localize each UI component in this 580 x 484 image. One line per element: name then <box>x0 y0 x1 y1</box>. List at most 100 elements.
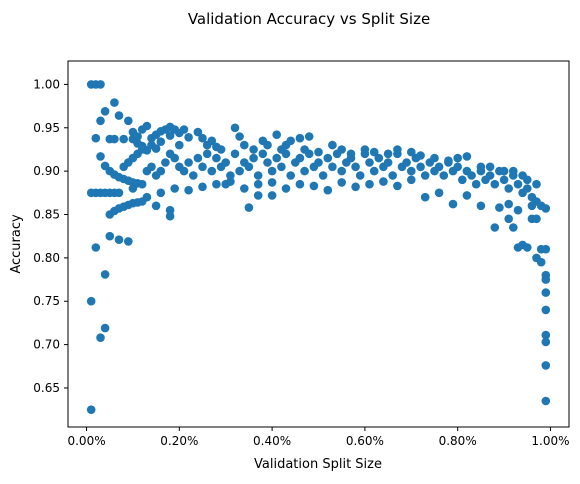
data-point <box>504 199 513 209</box>
data-point <box>430 153 439 163</box>
data-point <box>105 231 115 241</box>
y-axis-label: Accuracy <box>9 214 24 274</box>
x-tick-label: 1.00% <box>531 434 569 448</box>
data-point <box>467 171 476 180</box>
data-point <box>230 149 240 159</box>
x-tick-label: 0.80% <box>439 434 477 448</box>
data-point <box>485 162 495 172</box>
data-point <box>453 153 463 163</box>
data-point <box>458 175 467 185</box>
data-point <box>263 158 272 167</box>
data-point <box>244 203 254 212</box>
y-tick-label: 0.95 <box>33 121 60 135</box>
data-point <box>295 153 305 163</box>
data-point <box>272 153 282 163</box>
data-point <box>235 166 244 176</box>
data-point <box>253 179 263 189</box>
data-point <box>393 145 402 154</box>
data-point <box>541 396 551 406</box>
data-point <box>318 171 328 180</box>
data-point <box>96 116 105 126</box>
chart-title: Validation Accuracy vs Split Size <box>188 10 430 28</box>
data-point <box>351 182 360 192</box>
data-point <box>346 149 356 159</box>
data-point <box>198 162 207 172</box>
data-point <box>513 179 523 189</box>
data-point <box>337 145 347 154</box>
data-point <box>179 125 189 134</box>
data-point <box>91 243 101 252</box>
data-point <box>156 166 166 176</box>
data-point <box>541 330 551 340</box>
data-point <box>142 192 152 202</box>
data-point <box>207 166 217 176</box>
x-tick-label: 0.40% <box>253 434 291 448</box>
data-point <box>379 177 388 186</box>
data-point <box>133 132 142 141</box>
data-point <box>124 237 133 246</box>
points-layer <box>86 80 551 415</box>
data-point <box>286 136 296 146</box>
data-point <box>462 191 472 200</box>
data-point <box>300 145 309 154</box>
data-point <box>337 178 347 187</box>
data-point <box>137 145 147 154</box>
data-point <box>184 133 193 142</box>
data-point <box>309 181 319 191</box>
data-point <box>249 153 258 163</box>
data-point <box>453 162 463 172</box>
data-point <box>495 203 504 212</box>
data-point <box>230 123 240 133</box>
data-point <box>407 147 416 157</box>
data-point <box>221 179 230 189</box>
data-point <box>165 131 175 140</box>
data-point <box>193 127 203 137</box>
data-point <box>86 296 96 306</box>
data-point <box>193 153 203 163</box>
data-point <box>323 153 333 163</box>
data-point <box>110 98 119 107</box>
data-point <box>490 223 500 232</box>
data-point <box>471 179 481 189</box>
data-point <box>383 149 393 159</box>
data-point <box>393 181 402 191</box>
data-point <box>96 152 105 161</box>
data-point <box>541 288 551 297</box>
data-point <box>286 171 296 180</box>
data-point <box>532 214 541 224</box>
data-point <box>328 140 337 150</box>
data-point <box>523 175 532 185</box>
data-point <box>541 305 551 315</box>
data-point <box>142 121 152 131</box>
data-point <box>207 136 217 146</box>
data-point <box>137 179 147 189</box>
data-point <box>96 80 105 89</box>
data-point <box>504 184 513 193</box>
data-point <box>360 145 370 154</box>
data-point <box>221 158 230 167</box>
data-point <box>434 188 444 198</box>
data-point <box>253 171 263 180</box>
data-point <box>541 361 551 370</box>
data-point <box>100 323 110 333</box>
data-point <box>216 145 226 154</box>
data-point <box>513 205 523 215</box>
data-point <box>267 166 277 176</box>
x-axis-ticks: 0.00% 0.20% 0.40% 0.60% 0.80% 1.00% <box>67 427 570 448</box>
data-point <box>253 191 263 200</box>
data-point <box>420 192 430 202</box>
data-point <box>114 235 124 244</box>
data-point <box>165 211 175 221</box>
data-point <box>212 153 221 163</box>
data-point <box>527 201 537 211</box>
data-point <box>485 171 495 180</box>
data-point <box>509 166 518 176</box>
data-point <box>272 130 282 139</box>
data-point <box>304 132 314 141</box>
data-point <box>536 257 546 267</box>
data-point <box>189 171 198 180</box>
data-point <box>170 184 179 193</box>
data-point <box>151 144 161 153</box>
